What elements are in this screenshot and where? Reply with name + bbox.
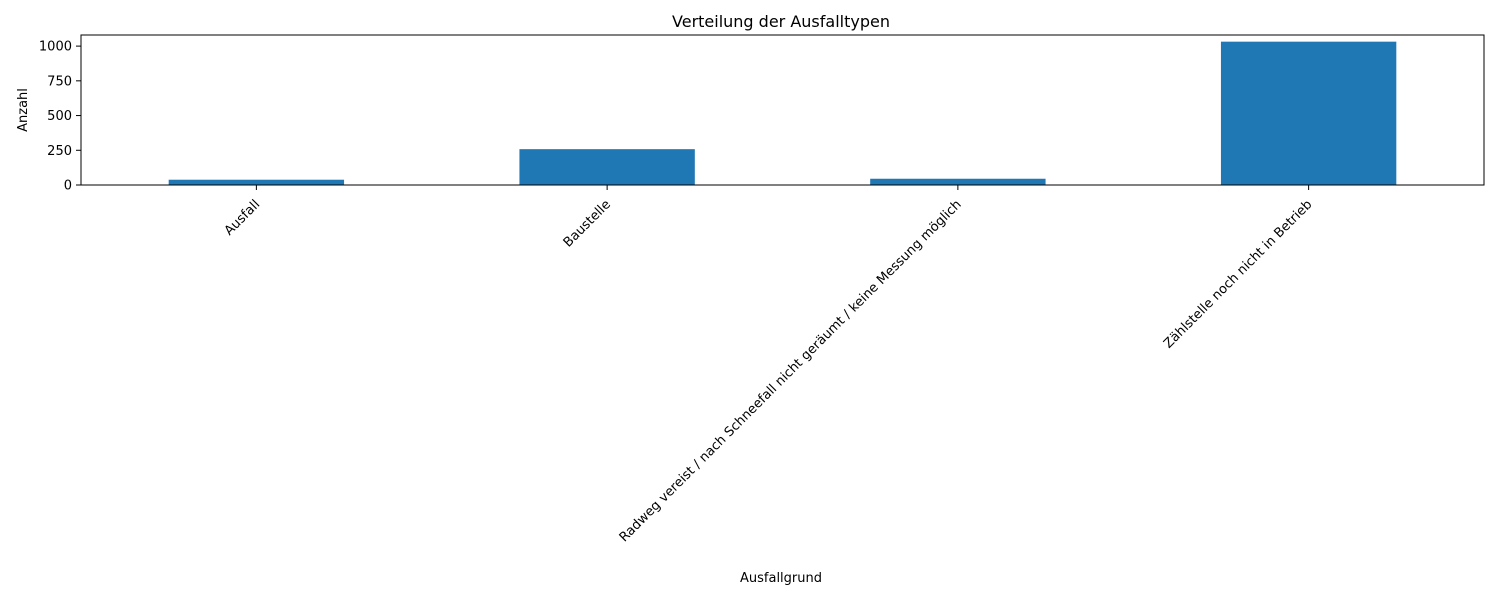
y-tick-label: 250	[47, 144, 72, 159]
plot-frame	[80, 34, 1485, 186]
bar-3	[870, 178, 1046, 185]
x-tick-label: Zählstelle noch nicht in Betrieb	[1161, 197, 1315, 351]
y-axis-label: Anzahl	[16, 88, 31, 132]
x-tick-label: Baustelle	[561, 197, 614, 250]
chart-title: Verteilung der Ausfalltypen	[672, 12, 890, 31]
y-tick-label: 500	[47, 109, 72, 124]
x-tick-label: Ausfall	[222, 197, 263, 238]
y-tick-label: 0	[64, 179, 72, 194]
y-tick-label: 1000	[39, 40, 72, 55]
x-axis-label: Ausfallgrund	[740, 571, 822, 586]
bar-2	[519, 149, 695, 185]
bars-layer	[168, 41, 1397, 185]
y-tick-label: 750	[47, 74, 72, 89]
bar-4	[1220, 41, 1397, 185]
x-axis: Ausfall Baustelle Radweg vereist / nach Sc…	[222, 185, 1315, 545]
x-tick-label: Radweg vereist / nach Schneefall nicht g…	[617, 197, 965, 545]
bar-1	[168, 179, 345, 185]
y-axis: 0 250 500 750 1000	[39, 40, 81, 194]
